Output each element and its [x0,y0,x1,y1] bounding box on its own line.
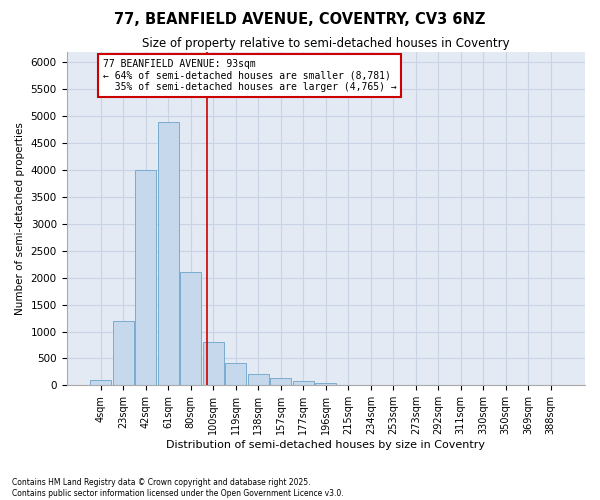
Bar [248,374,269,386]
Text: Contains HM Land Registry data © Crown copyright and database right 2025.
Contai: Contains HM Land Registry data © Crown c… [12,478,344,498]
Text: 77, BEANFIELD AVENUE, COVENTRY, CV3 6NZ: 77, BEANFIELD AVENUE, COVENTRY, CV3 6NZ [115,12,485,28]
Bar [270,378,292,386]
Y-axis label: Number of semi-detached properties: Number of semi-detached properties [15,122,25,315]
Title: Size of property relative to semi-detached houses in Coventry: Size of property relative to semi-detach… [142,38,509,51]
Bar [315,382,337,386]
Bar [135,170,157,386]
Bar [293,381,314,386]
Bar [158,122,179,386]
Bar [225,362,247,386]
X-axis label: Distribution of semi-detached houses by size in Coventry: Distribution of semi-detached houses by … [166,440,485,450]
Bar [203,342,224,386]
Bar [113,321,134,386]
Bar [180,272,202,386]
Text: 77 BEANFIELD AVENUE: 93sqm
← 64% of semi-detached houses are smaller (8,781)
  3: 77 BEANFIELD AVENUE: 93sqm ← 64% of semi… [103,60,397,92]
Bar [90,380,112,386]
